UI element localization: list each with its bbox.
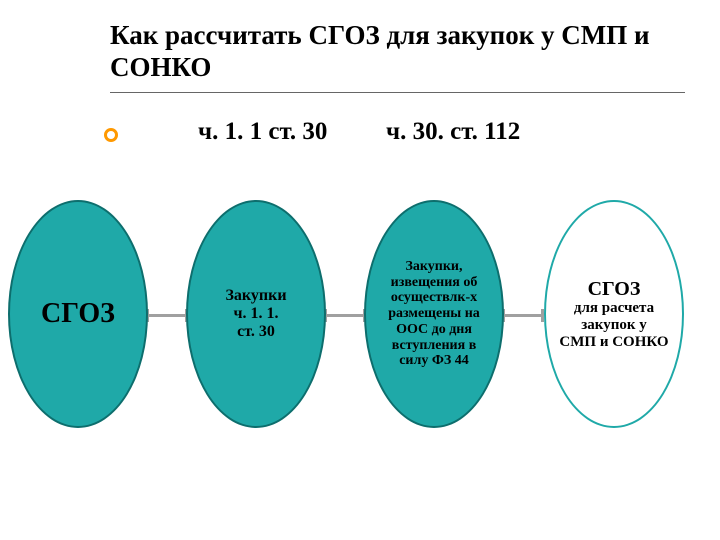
slide-title: Как рассчитать СГОЗ для закупок у СМП и … bbox=[110, 20, 670, 84]
title-underline bbox=[110, 92, 685, 93]
bullet-icon bbox=[104, 128, 118, 142]
ellipse-text-sgoz-result: СГОЗдля расчета закупок уСМП и СОНКО bbox=[546, 278, 682, 351]
ellipse-text-zakupki-fz44: Закупки, извещения об осуществлк-х разме… bbox=[379, 259, 489, 369]
ellipse-sgoz-source: СГОЗ bbox=[8, 200, 148, 428]
connector-0 bbox=[146, 314, 188, 317]
connector-2 bbox=[502, 314, 544, 317]
ellipse-zakupki-fz44: Закупки, извещения об осуществлк-х разме… bbox=[364, 200, 504, 428]
ellipse-text-sgoz-source: СГОЗ bbox=[35, 298, 121, 329]
connector-1 bbox=[324, 314, 366, 317]
ellipse-text-zakupki-30: Закупкич. 1. 1.ст. 30 bbox=[219, 287, 292, 341]
header-label-0: ч. 1. 1 ст. 30 bbox=[198, 118, 327, 146]
header-label-1: ч. 30. ст. 112 bbox=[386, 118, 520, 146]
ellipse-sgoz-result: СГОЗдля расчета закупок уСМП и СОНКО bbox=[544, 200, 684, 428]
ellipse-zakupki-30: Закупкич. 1. 1.ст. 30 bbox=[186, 200, 326, 428]
slide-title-block: Как рассчитать СГОЗ для закупок у СМП и … bbox=[110, 20, 670, 93]
